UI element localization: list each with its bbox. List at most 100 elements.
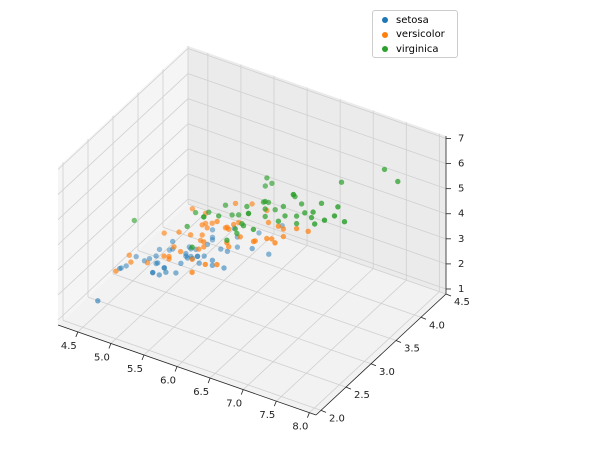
point-versicolor [199, 232, 205, 238]
point-setosa [209, 234, 216, 240]
point-virginica [272, 207, 278, 213]
grid-line-z [57, 173, 189, 296]
point-virginica [302, 210, 308, 216]
point-setosa [218, 246, 224, 252]
point-virginica [275, 218, 282, 224]
point-versicolor [264, 235, 270, 242]
point-virginica [298, 201, 305, 207]
point-virginica [264, 175, 270, 181]
point-versicolor [214, 218, 220, 225]
grid-line-z [187, 123, 447, 215]
point-virginica [282, 213, 288, 219]
point-setosa [184, 255, 191, 261]
point-versicolor [209, 220, 215, 226]
x-tick-label: 5.5 [127, 364, 143, 375]
point-virginica [293, 220, 300, 227]
legend-entry-setosa: setosa [379, 13, 451, 28]
point-virginica [310, 209, 316, 215]
legend-entry-virginica: virginica [379, 42, 451, 57]
point-virginica [341, 219, 348, 225]
x-tick-label: 5.0 [94, 352, 110, 363]
point-virginica [201, 214, 207, 220]
x-tick-mark [174, 366, 178, 372]
grid-line-z [187, 173, 447, 265]
point-virginica [280, 203, 287, 210]
grid-line-z [57, 198, 189, 321]
grid-line-x [209, 256, 341, 379]
grid-line-z [57, 98, 189, 220]
point-setosa [183, 250, 189, 257]
point-versicolor [199, 222, 205, 228]
point-versicolor [202, 261, 208, 268]
point-versicolor [226, 226, 232, 232]
point-virginica [312, 221, 318, 227]
y-tick-mark [445, 293, 452, 297]
point-setosa [163, 269, 169, 275]
y-tick-mark [395, 340, 402, 343]
point-versicolor [249, 201, 255, 207]
point-virginica [229, 212, 235, 218]
point-setosa [161, 265, 167, 271]
point-versicolor [305, 228, 311, 234]
y-tick-label: 4.5 [454, 297, 470, 308]
point-setosa [249, 245, 255, 252]
z-tick-label: 5 [458, 184, 464, 195]
x-tick-label: 4.5 [61, 341, 77, 352]
point-versicolor [232, 200, 239, 207]
grid-line-z [57, 73, 189, 195]
y-tick-mark [345, 386, 352, 390]
point-setosa [173, 270, 179, 276]
back-pane [188, 46, 446, 294]
x-tick-mark [307, 412, 310, 418]
point-setosa [209, 262, 216, 268]
point-versicolor [189, 256, 195, 262]
legend-label-setosa: setosa [396, 14, 429, 26]
grid-line-x [242, 268, 374, 390]
tick-marks [75, 138, 452, 418]
point-versicolor [275, 223, 282, 229]
y-tick-label: 4.0 [429, 320, 445, 331]
point-virginica [293, 213, 300, 219]
point-versicolor [201, 239, 207, 245]
y-tick-label: 3.5 [404, 344, 420, 355]
point-setosa [146, 256, 153, 262]
point-versicolor [269, 236, 275, 242]
x-axis-line [57, 324, 317, 416]
axis-lines [57, 136, 447, 416]
point-versicolor [189, 206, 196, 212]
x-tick-label: 7.5 [259, 410, 275, 421]
point-setosa [201, 253, 207, 259]
point-versicolor [280, 233, 287, 240]
point-versicolor [176, 229, 182, 235]
x-tick-label: 6.0 [160, 376, 176, 387]
point-setosa [155, 260, 161, 266]
point-setosa [196, 260, 202, 266]
point-virginica [234, 230, 240, 237]
point-versicolor [177, 248, 184, 255]
side-pane [58, 46, 188, 325]
x-tick-mark [108, 343, 112, 349]
point-setosa [150, 269, 156, 276]
point-versicolor [293, 225, 300, 232]
point-setosa [166, 247, 173, 253]
z-tick-label: 4 [458, 209, 464, 220]
point-versicolor [187, 232, 194, 238]
grid-line-z [187, 148, 447, 240]
legend-entry-versicolor: versicolor [379, 28, 451, 43]
point-setosa [234, 244, 241, 250]
grid-line-x [77, 210, 209, 333]
point-versicolor [161, 230, 167, 236]
point-versicolor [126, 252, 132, 258]
point-virginica [232, 226, 238, 232]
point-versicolor [196, 246, 202, 252]
point-setosa [221, 265, 227, 271]
point-versicolor [231, 221, 237, 228]
point-versicolor [161, 253, 167, 259]
point-setosa [224, 248, 231, 255]
legend: setosa versicolor virginica [372, 10, 458, 58]
point-setosa [153, 253, 159, 259]
legend-label-virginica: virginica [396, 43, 439, 55]
grid-line-z [57, 148, 189, 271]
